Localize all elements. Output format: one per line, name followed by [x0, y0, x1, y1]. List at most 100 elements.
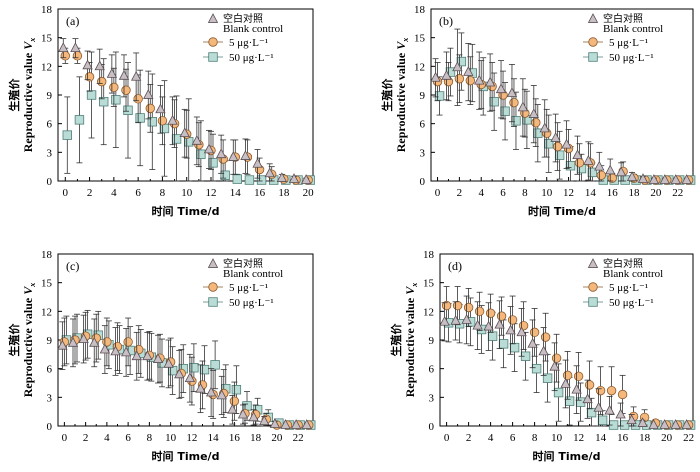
data-point — [441, 69, 452, 80]
y-tick-label: 0 — [420, 176, 426, 188]
y-tick-label: 3 — [47, 392, 53, 404]
data-point — [74, 115, 85, 125]
data-point — [549, 360, 560, 371]
data-point — [452, 61, 463, 72]
data-point — [135, 113, 145, 123]
data-point — [196, 149, 206, 159]
data-point — [507, 315, 518, 325]
data-point — [111, 95, 121, 105]
data-point — [300, 174, 312, 184]
data-point — [489, 96, 499, 107]
data-point — [208, 158, 218, 168]
data-point — [584, 380, 595, 390]
x-tick-label: 10 — [165, 432, 177, 444]
data-point — [516, 326, 527, 337]
data-point — [659, 419, 670, 429]
data-point — [216, 389, 227, 400]
legend-marker-square — [588, 52, 598, 62]
x-tick-label: 16 — [254, 187, 266, 199]
series-triangle — [58, 38, 312, 184]
data-point — [131, 350, 142, 361]
data-point — [215, 148, 227, 159]
data-point — [118, 69, 130, 80]
data-point — [561, 138, 572, 149]
data-point — [637, 173, 649, 183]
legend-label-en: Blank control — [603, 268, 663, 280]
data-point — [256, 175, 267, 185]
panel-a: 0 3 6 9 12 15 18 0 2 4 6 8 10 12 14 16 18 20 时间 Time/d 生殖价 R… — [7, 4, 315, 218]
legend-label-5: 5 μg·L⁻¹ — [229, 37, 268, 49]
data-point — [637, 417, 648, 427]
data-point — [191, 134, 203, 145]
data-point — [498, 339, 509, 349]
panel-c: 0 3 6 9 12 15 18 0 2 4 6 8 10 12 14 16 18 20 22 时间 Time/d 生殖… — [7, 249, 316, 463]
data-point — [593, 401, 604, 412]
x-tick-label: 12 — [206, 187, 217, 199]
x-tick-label: 6 — [125, 432, 131, 444]
data-point — [562, 370, 573, 381]
data-point — [540, 332, 551, 342]
x-tick-label: 20 — [303, 187, 315, 199]
series-triangle — [439, 295, 692, 429]
data-point — [560, 378, 571, 388]
data-point — [210, 360, 220, 370]
data-point — [133, 94, 143, 104]
x-tick-label: 12 — [563, 187, 574, 199]
x-tick-label: 18 — [629, 187, 641, 199]
y-tick-label: 9 — [429, 335, 435, 347]
data-point — [130, 70, 142, 81]
data-point — [89, 336, 100, 347]
x-tick-label: 10 — [181, 187, 193, 199]
x-tick-label: 4 — [104, 432, 110, 444]
y-tick-label: 15 — [423, 278, 435, 290]
data-point — [487, 331, 498, 341]
data-point — [240, 150, 251, 160]
data-point — [269, 418, 281, 428]
data-point — [179, 127, 190, 138]
legend-label-5: 5 μg·L⁻¹ — [229, 282, 268, 294]
data-point — [167, 114, 178, 125]
x-tick-label: 2 — [466, 432, 472, 444]
x-tick-label: 4 — [111, 187, 117, 199]
panel-label: (d) — [448, 259, 462, 273]
panel-b: 0 3 6 9 12 15 18 0 2 4 6 8 10 12 14 16 18 20 22 时间 Time/d 生殖… — [380, 4, 696, 218]
data-point — [594, 160, 605, 171]
y-tick-label: 15 — [41, 278, 53, 290]
x-axis-title: 时间 Time/d — [152, 449, 220, 463]
data-point — [205, 386, 217, 397]
legend-marker-circle — [208, 282, 218, 292]
data-point — [659, 174, 670, 184]
y-tick-label: 0 — [47, 421, 53, 433]
x-axis-title: 时间 Time/d — [533, 449, 601, 463]
x-tick-label: 10 — [551, 432, 563, 444]
legend-label-50: 50 μg·L⁻¹ — [609, 297, 654, 309]
data-point — [220, 170, 230, 180]
data-point — [517, 101, 529, 112]
x-tick-label: 20 — [661, 432, 673, 444]
data-point — [505, 324, 516, 335]
y-tick-label: 6 — [47, 119, 53, 131]
x-tick-label: 16 — [607, 187, 619, 199]
data-point — [474, 74, 485, 85]
data-point — [110, 345, 121, 356]
data-point — [157, 116, 168, 126]
data-point — [485, 308, 496, 318]
data-point — [509, 97, 519, 108]
y-tick-label: 9 — [47, 90, 53, 102]
data-point — [605, 164, 616, 175]
data-point — [106, 68, 118, 78]
data-point — [248, 411, 259, 422]
data-point — [554, 150, 565, 160]
y-tick-label: 12 — [41, 306, 52, 318]
data-point — [280, 419, 291, 429]
legend-label-cn: 空白对照 — [223, 257, 263, 270]
legend-marker-triangle — [207, 258, 219, 268]
data-point — [62, 130, 72, 140]
y-tick-label: 6 — [429, 364, 435, 376]
y-tick-label: 3 — [429, 392, 435, 404]
x-tick-label: 22 — [683, 432, 694, 444]
y-axis-title-cn: 生殖价 — [7, 323, 21, 357]
